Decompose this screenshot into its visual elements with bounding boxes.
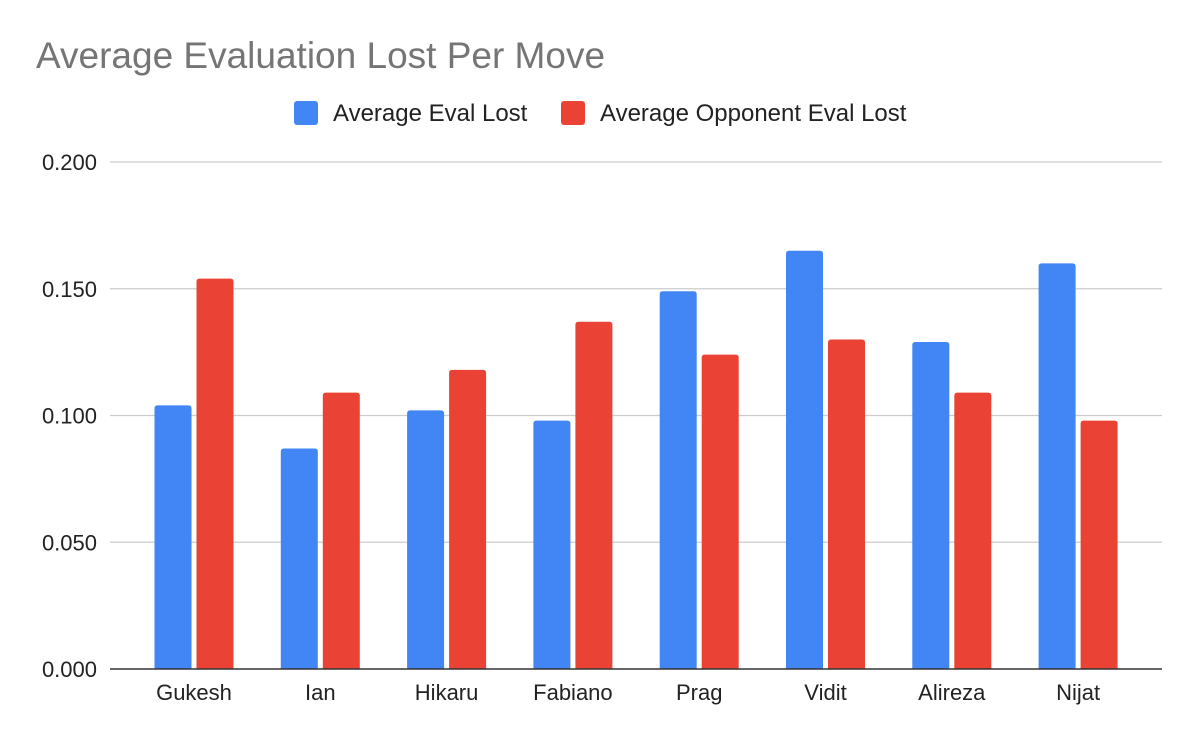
gridlines	[110, 161, 1162, 543]
bar-eval-lost	[659, 291, 697, 669]
bar-eval-lost	[786, 250, 823, 669]
x-category-label: Gukesh	[156, 680, 232, 705]
bar-eval-lost	[407, 410, 445, 669]
chart-title: Average Evaluation Lost Per Move	[36, 35, 605, 76]
y-tick-label: 0.050	[42, 530, 97, 555]
x-category-label: Vidit	[804, 680, 846, 705]
x-axis-labels: Gukesh Ian Hikaru Fabiano Prag Vidit Alireza Ni…	[156, 680, 1100, 705]
y-tick-label: 0.200	[42, 150, 97, 175]
legend: Average Eval Lost Average Opponent Eval …	[294, 100, 907, 127]
bar-eval-lost	[533, 420, 571, 669]
bar-opponent-eval-lost	[828, 339, 865, 669]
legend-swatch-opponent-eval-lost	[561, 101, 585, 125]
bar-opponent-eval-lost	[1080, 420, 1118, 669]
bar-opponent-eval-lost	[196, 278, 234, 669]
y-tick-label: 0.150	[42, 277, 97, 302]
bar-eval-lost	[1038, 263, 1076, 669]
legend-swatch-eval-lost	[294, 101, 318, 125]
legend-label-eval-lost: Average Eval Lost	[333, 100, 528, 127]
bar-eval-lost	[912, 341, 950, 669]
x-category-label: Nijat	[1056, 680, 1100, 705]
bar-opponent-eval-lost	[954, 392, 992, 669]
bar-opponent-eval-lost	[575, 321, 613, 669]
bars	[154, 250, 1118, 669]
bar-eval-lost	[280, 448, 318, 669]
bar-opponent-eval-lost	[322, 392, 360, 669]
x-category-label: Hikaru	[415, 680, 479, 705]
y-tick-label: 0.100	[42, 404, 97, 429]
x-category-label: Fabiano	[533, 680, 613, 705]
y-axis-ticks: 0.000 0.050 0.100 0.150 0.200	[42, 150, 97, 682]
x-category-label: Ian	[305, 680, 336, 705]
bar-opponent-eval-lost	[701, 354, 739, 669]
y-tick-label: 0.000	[42, 657, 97, 682]
x-category-label: Alireza	[918, 680, 986, 705]
legend-label-opponent-eval-lost: Average Opponent Eval Lost	[600, 100, 907, 127]
bar-opponent-eval-lost	[449, 369, 487, 669]
x-category-label: Prag	[676, 680, 722, 705]
bar-eval-lost	[154, 405, 192, 669]
